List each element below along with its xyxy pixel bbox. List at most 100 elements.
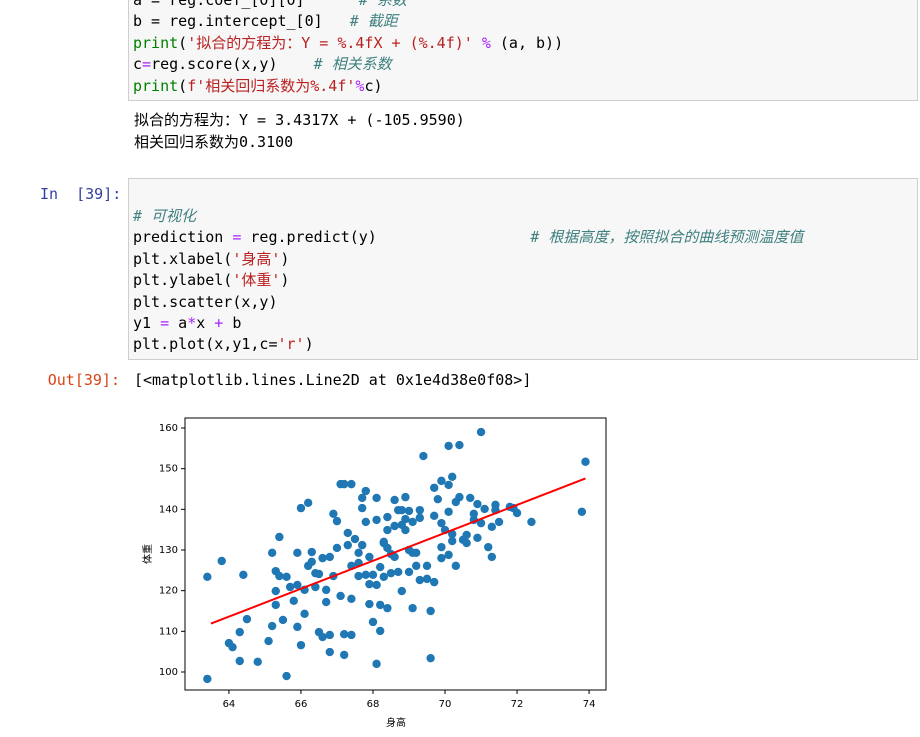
- scatter-point: [235, 656, 244, 666]
- code-line: # 可视化: [129, 206, 917, 227]
- code-token: =: [232, 228, 242, 247]
- code-line: b = reg.intercept_[0] # 截距: [129, 11, 917, 32]
- input-prompt: In [39]:: [40, 185, 122, 203]
- scatter-point: [401, 492, 410, 502]
- scatter-point: [462, 530, 471, 540]
- scatter-point: [383, 603, 392, 613]
- code-token: =: [160, 313, 170, 332]
- code-line: print(f'相关回归系数为%.4f'%c): [129, 76, 917, 97]
- scatter-point: [267, 548, 277, 558]
- scatter-point: [361, 570, 370, 579]
- scatter-point: [487, 552, 497, 562]
- scatter-point: [430, 577, 439, 587]
- scatter-point: [242, 614, 252, 624]
- scatter-point: [289, 596, 298, 606]
- scatter-point: [437, 542, 446, 552]
- scatter-point: [469, 509, 479, 519]
- scatter-point: [368, 570, 378, 579]
- y-tick-label: 130: [159, 545, 178, 556]
- scatter-point: [253, 657, 262, 667]
- scatter-point: [394, 567, 403, 577]
- scatter-point: [476, 427, 486, 437]
- scatter-point: [365, 579, 374, 589]
- code-token: *: [187, 313, 197, 332]
- scatter-point: [415, 575, 425, 585]
- output-line: 相关回归系数为0.3100: [134, 132, 294, 151]
- y-tick-label: 120: [159, 586, 178, 597]
- code-line: print('拟合的方程为：Y = %.4fX + (%.4f)' % (a, …: [129, 33, 917, 54]
- scatter-point: [487, 522, 497, 532]
- scatter-point: [357, 493, 367, 503]
- scatter-point: [494, 517, 504, 527]
- scatter-point: [473, 499, 482, 509]
- code-token: c: [133, 55, 143, 74]
- scatter-point: [314, 569, 324, 579]
- scatter-point: [448, 472, 457, 481]
- scatter-point: [321, 597, 331, 607]
- scatter-point: [203, 572, 212, 582]
- code-cell[interactable]: # 可视化 prediction = reg.predict(y) # 根据高度，…: [128, 178, 918, 360]
- scatter-point: [368, 617, 378, 627]
- scatter-point: [448, 536, 457, 546]
- scatter-point: [361, 486, 370, 496]
- output-line: [<matplotlib.lines.Line2D at 0x1e4d38e0f…: [134, 371, 532, 389]
- scatter-point: [275, 532, 284, 542]
- scatter-point: [466, 493, 475, 503]
- scatter-point: [350, 534, 360, 544]
- scatter-point: [412, 548, 421, 558]
- scatter-point: [581, 457, 590, 466]
- scatter-point: [343, 528, 352, 538]
- code-token: '身高': [232, 249, 281, 268]
- scatter-point: [300, 609, 309, 619]
- scatter-point: [339, 650, 349, 660]
- scatter-point: [339, 479, 349, 489]
- code-line: plt.ylabel('体重'): [129, 270, 917, 291]
- scatter-point: [372, 493, 381, 503]
- code-token: ): [280, 249, 290, 268]
- scatter-point: [325, 647, 334, 657]
- scatter-point: [390, 552, 399, 562]
- y-tick-label: 140: [159, 504, 178, 515]
- scatter-point: [444, 507, 453, 516]
- scatter-point: [321, 585, 331, 595]
- scatter-point: [357, 503, 367, 513]
- code-token: plt.ylabel(: [133, 271, 233, 290]
- code-token: =: [142, 55, 152, 74]
- scatter-point: [390, 521, 399, 531]
- code-token: 'r': [277, 335, 305, 354]
- code-line: plt.xlabel('身高'): [129, 249, 917, 270]
- y-axis-label: 体重: [141, 544, 154, 564]
- code-token: plt.scatter(x,y): [133, 292, 278, 311]
- scatter-point: [386, 568, 396, 578]
- code-token: reg.predict(y): [241, 228, 531, 247]
- scatter-point: [307, 547, 316, 557]
- scatter-point: [491, 500, 500, 510]
- x-tick-label: 72: [511, 699, 524, 710]
- scatter-point: [397, 586, 407, 596]
- code-token: # 系数: [358, 0, 407, 9]
- code-token: b = reg.intercept_[0]: [133, 12, 350, 31]
- scatter-point: [285, 582, 295, 592]
- scatter-point: [271, 586, 280, 596]
- scatter-point: [282, 572, 291, 582]
- scatter-point: [404, 506, 414, 516]
- scatter-point: [325, 552, 334, 562]
- scatter-point: [217, 556, 226, 566]
- x-tick-label: 64: [223, 699, 236, 710]
- x-tick-label: 68: [367, 699, 380, 710]
- code-token: # 根据高度，按照拟合的曲线预测温度值: [530, 228, 804, 247]
- output-line: 拟合的方程为：Y = 3.4317X + (-105.9590): [134, 111, 465, 129]
- scatter-point: [577, 507, 587, 516]
- scatter-point: [512, 508, 522, 518]
- scatter-point: [484, 542, 493, 552]
- scatter-point: [444, 480, 453, 490]
- code-token: '拟合的方程为：Y = %.4fX + (%.4f)': [187, 33, 473, 52]
- scatter-point: [444, 550, 453, 560]
- cell-output: [<matplotlib.lines.Line2D at 0x1e4d38e0f…: [134, 370, 531, 392]
- scatter-point: [203, 674, 212, 684]
- scatter-point: [383, 543, 392, 553]
- scatter-point: [318, 632, 327, 642]
- scatter-point: [375, 600, 385, 610]
- cell-output: 拟合的方程为：Y = 3.4317X + (-105.9590) 相关回归系数为0…: [134, 110, 465, 153]
- code-cell[interactable]: a = reg.coef_[0][0] # 系数 b = reg.intercep…: [128, 0, 918, 101]
